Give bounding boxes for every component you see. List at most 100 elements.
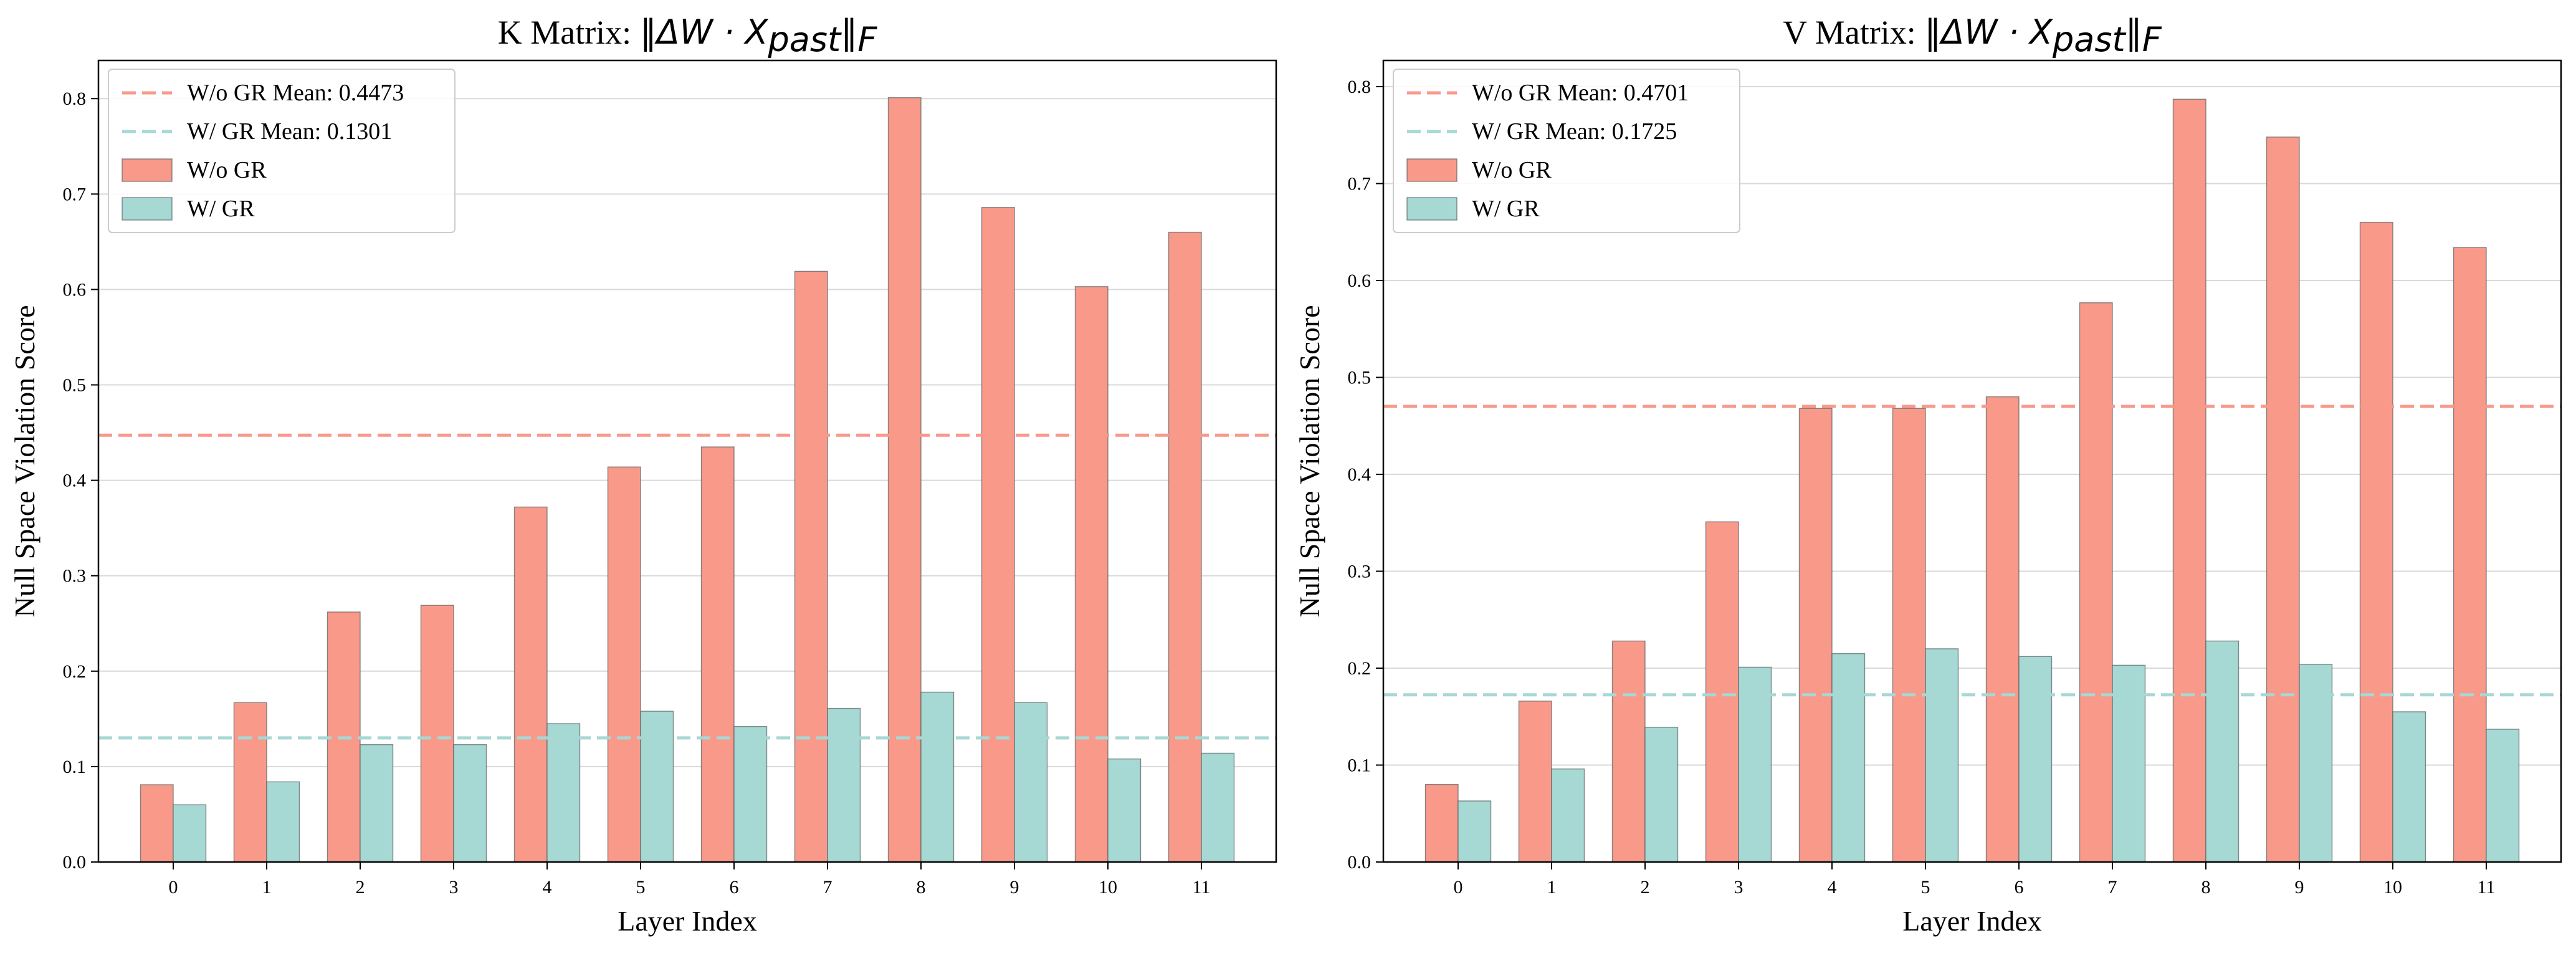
- x-tick-label: 3: [1734, 877, 1744, 898]
- bar-with-gr: [733, 726, 768, 863]
- x-tick-label: 10: [1099, 877, 1117, 898]
- title-math-close: ‖: [841, 12, 857, 52]
- y-tick-label: 0.0: [63, 852, 87, 873]
- x-tick-label: 0: [1454, 877, 1463, 898]
- bar-with-gr: [1925, 648, 1959, 863]
- title-math-close-sub: F: [857, 20, 877, 59]
- bar-without-gr: [1518, 701, 1552, 863]
- bar-without-gr: [607, 466, 641, 863]
- bar-without-gr: [981, 207, 1015, 863]
- bar-without-gr: [1798, 408, 1833, 863]
- bar-with-gr: [546, 723, 581, 863]
- bar-without-gr: [1168, 231, 1202, 863]
- x-tick-label: 8: [2202, 877, 2211, 898]
- y-tick-label: 0.5: [63, 375, 87, 396]
- bar-without-gr: [1611, 640, 1646, 863]
- y-tick-label: 0.7: [63, 184, 87, 204]
- title-prefix: V Matrix:: [1783, 14, 1924, 51]
- y-tick-label: 0.4: [1348, 464, 1371, 485]
- x-tick-label: 9: [1010, 877, 1019, 898]
- bar-with-gr: [1738, 666, 1772, 863]
- x-tick-label: 5: [1921, 877, 1930, 898]
- bar-with-gr: [827, 707, 861, 863]
- y-axis-label: Null Space Violation Score: [1294, 305, 1325, 617]
- x-tick-label: 1: [262, 877, 272, 898]
- legend-swatch-bar: [122, 197, 173, 221]
- bar-with-gr: [360, 744, 394, 863]
- legend-label-mean: W/ GR Mean: 0.1725: [1472, 118, 1677, 145]
- x-tick-label: 6: [2015, 877, 2024, 898]
- x-tick-label: 2: [356, 877, 365, 898]
- x-tick-label: 6: [730, 877, 739, 898]
- bar-without-gr: [2359, 221, 2393, 863]
- bar-with-gr: [1457, 800, 1492, 863]
- bar-with-gr: [2392, 711, 2426, 863]
- legend: W/o GR Mean: 0.4701 W/ GR Mean: 0.1725 W/o…: [1393, 69, 1740, 233]
- bar-with-gr: [1551, 769, 1585, 863]
- bar-with-gr: [1014, 702, 1048, 863]
- bar-without-gr: [233, 702, 267, 863]
- y-tick-label: 0.2: [63, 661, 87, 682]
- bar-without-gr: [794, 271, 828, 863]
- bar-with-gr: [920, 691, 955, 863]
- bar-without-gr: [2453, 247, 2487, 863]
- title-prefix: K Matrix:: [498, 14, 640, 51]
- bar-without-gr: [700, 446, 735, 863]
- x-axis-label: Layer Index: [618, 905, 757, 937]
- x-tick-label: 9: [2295, 877, 2304, 898]
- x-tick-label: 1: [1547, 877, 1557, 898]
- y-tick-label: 0.6: [1348, 271, 1371, 291]
- x-tick-label: 8: [917, 877, 926, 898]
- legend-label-mean: W/o GR Mean: 0.4701: [1472, 80, 1689, 106]
- bar-without-gr: [1705, 521, 1739, 863]
- y-tick-label: 0.7: [1348, 173, 1371, 194]
- bar-with-gr: [173, 804, 207, 863]
- legend-label-series: W/o GR: [187, 157, 267, 183]
- x-tick-label: 11: [2478, 877, 2496, 898]
- x-tick-label: 11: [1193, 877, 1211, 898]
- legend-swatch-bar: [1406, 197, 1457, 221]
- title-math-close: ‖: [2125, 12, 2142, 52]
- chart-k-matrix: 0.0 0.1 0.2 0.3 0.4 0.5 0.6 0.7 0.8 0 1 2 3 4 5 6 7 8 9 10 1…: [9, 12, 1277, 937]
- y-tick-label: 0.5: [1348, 367, 1371, 388]
- bar-without-gr: [887, 97, 922, 863]
- x-tick-label: 5: [636, 877, 646, 898]
- legend-label-mean: W/ GR Mean: 0.1301: [187, 118, 392, 145]
- bar-with-gr: [266, 781, 300, 863]
- y-tick-label: 0.1: [1348, 755, 1371, 775]
- y-tick-label: 0.2: [1348, 658, 1371, 679]
- legend-swatch-bar: [122, 158, 173, 182]
- bar-with-gr: [1831, 653, 1866, 863]
- y-tick-label: 0.6: [63, 279, 87, 300]
- bar-without-gr: [513, 506, 548, 863]
- bar-without-gr: [420, 605, 454, 863]
- bar-with-gr: [1201, 752, 1235, 863]
- title-math: ‖ΔW · X: [640, 12, 769, 52]
- bar-without-gr: [2079, 302, 2113, 863]
- x-axis-label: Layer Index: [1902, 905, 2042, 937]
- y-tick-label: 0.8: [1348, 77, 1371, 97]
- title-math-close-sub: F: [2142, 20, 2162, 59]
- x-tick-label: 0: [169, 877, 178, 898]
- chart-title: K Matrix: ‖ΔW · Xpast‖F: [498, 12, 878, 59]
- bar-with-gr: [2018, 656, 2053, 863]
- bar-without-gr: [1892, 408, 1926, 863]
- y-tick-label: 0.4: [63, 471, 87, 491]
- bar-with-gr: [453, 744, 487, 863]
- x-tick-label: 7: [823, 877, 832, 898]
- y-axis-label: Null Space Violation Score: [9, 305, 41, 617]
- legend-label-series: W/ GR: [1472, 196, 1540, 222]
- y-tick-label: 0.1: [63, 757, 87, 777]
- plot-frame: [97, 59, 1277, 863]
- bar-with-gr: [1644, 727, 1679, 863]
- legend-frame: [1393, 69, 1740, 233]
- bar-without-gr: [2266, 136, 2300, 863]
- y-tick-label: 0.0: [1348, 852, 1371, 873]
- x-tick-label: 4: [543, 877, 552, 898]
- x-tick-label: 7: [2108, 877, 2117, 898]
- bar-without-gr: [140, 784, 174, 863]
- y-tick-label: 0.3: [1348, 561, 1371, 582]
- bar-with-gr: [2205, 640, 2240, 863]
- bar-with-gr: [2486, 729, 2520, 863]
